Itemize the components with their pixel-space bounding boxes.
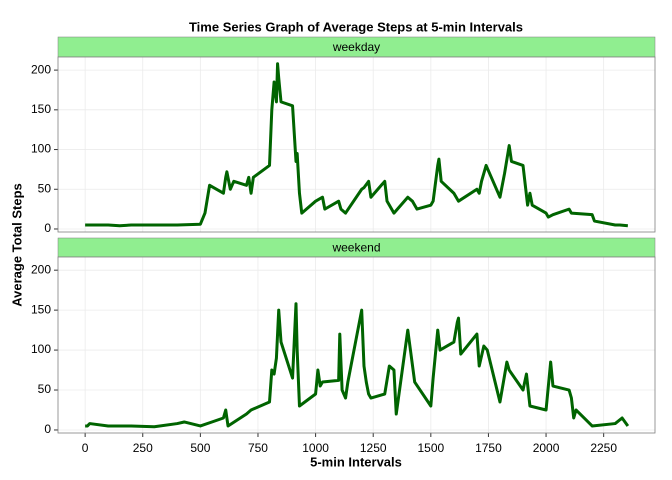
x-tick-label: 2000	[533, 441, 560, 455]
y-tick-label: 0	[44, 221, 51, 235]
y-tick-label: 200	[31, 262, 51, 276]
y-tick-label: 50	[38, 382, 52, 396]
y-tick-label: 150	[31, 102, 51, 116]
panel-background	[58, 57, 655, 232]
y-tick-label: 200	[31, 62, 51, 76]
panel-border	[57, 56, 656, 233]
y-tick-label: 100	[31, 142, 51, 156]
y-tick-label: 150	[31, 302, 51, 316]
x-tick-label: 750	[248, 441, 268, 455]
series-line	[85, 62, 629, 228]
y-tick-label: 0	[44, 422, 51, 436]
x-tick-label: 1750	[475, 441, 502, 455]
series-line	[85, 302, 630, 429]
chart-title: Time Series Graph of Average Steps at 5-…	[189, 19, 523, 34]
y-axis-label: Average Total Steps	[9, 183, 24, 307]
x-tick-label: 2250	[590, 441, 617, 455]
y-tick-label: 100	[31, 342, 51, 356]
x-tick-label: 1000	[302, 441, 329, 455]
x-tick-label: 500	[190, 441, 210, 455]
panel-border	[57, 256, 656, 434]
x-axis-label: 5-min Intervals	[310, 454, 402, 469]
strip-label: weekday	[332, 40, 380, 54]
x-tick-label: 1500	[417, 441, 444, 455]
y-tick-label: 50	[38, 181, 52, 195]
x-tick-label: 1250	[360, 441, 387, 455]
x-tick-label: 250	[133, 441, 153, 455]
x-tick-label: 0	[82, 441, 89, 455]
strip-label: weekend	[331, 241, 380, 255]
